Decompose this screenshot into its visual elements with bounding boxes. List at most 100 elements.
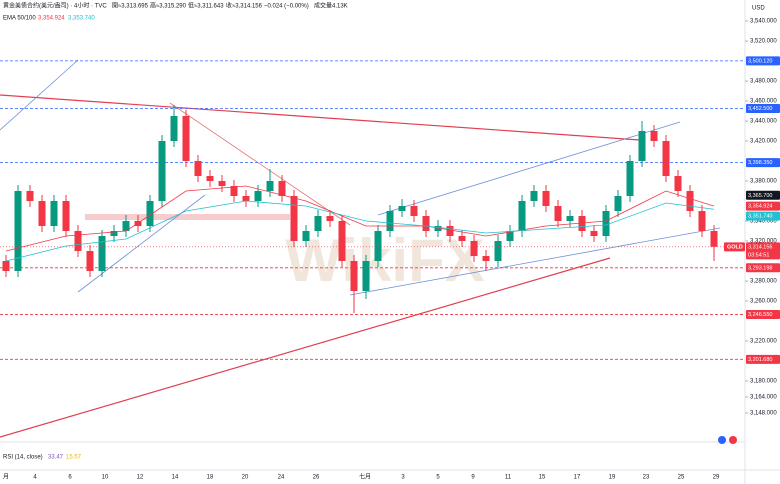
candle-body xyxy=(662,141,670,176)
price-tag xyxy=(746,158,780,168)
candle-body xyxy=(470,241,478,256)
candle-body xyxy=(626,161,634,196)
candle-body xyxy=(182,116,190,161)
x-tick-label: 26 xyxy=(313,475,320,481)
ema-line xyxy=(5,200,715,262)
candle-body xyxy=(218,181,226,186)
currency: USD xyxy=(752,6,765,12)
candle-body xyxy=(422,216,430,231)
x-tick-label: 6 xyxy=(68,475,72,481)
candle-body xyxy=(86,251,94,271)
y-tick-label: 3,540.000 xyxy=(750,19,777,25)
icon[interactable] xyxy=(729,436,737,444)
y-tick-label: 3,180.000 xyxy=(750,379,777,385)
candle-body xyxy=(650,131,658,141)
candle-body xyxy=(458,236,466,241)
ema-legend-value: 3,354.924 xyxy=(38,16,65,22)
candle-body xyxy=(26,191,34,201)
price-tag-label: 3,201.680 xyxy=(748,357,772,363)
y-tick-label: 3,220.000 xyxy=(750,339,777,345)
candle-body xyxy=(398,206,406,211)
price-tag-label: 3,351.740 xyxy=(748,214,772,220)
y-tick-label: 3,380.000 xyxy=(750,179,777,185)
candle-body xyxy=(710,231,718,247)
ema-legend-value: 3,353.740 xyxy=(68,16,95,22)
watermark: WikiFX xyxy=(285,227,484,294)
candle-body xyxy=(170,116,178,141)
candle-body xyxy=(374,231,382,261)
last-price-label: 3,314.156 xyxy=(748,244,772,250)
x-tick-label: 5 xyxy=(436,475,440,481)
y-tick-label: 3,280.000 xyxy=(750,279,777,285)
price-tag-label: 3,398.350 xyxy=(748,160,772,166)
candle-body xyxy=(578,216,586,231)
candle-body xyxy=(530,191,538,201)
candle-body xyxy=(110,231,118,236)
candle-body xyxy=(62,201,70,231)
x-tick-label: 19 xyxy=(609,475,616,481)
candle-body xyxy=(482,256,490,261)
y-tick-label: 3,460.000 xyxy=(750,99,777,105)
x-tick-label: 3 xyxy=(401,475,405,481)
y-tick-label: 3,260.000 xyxy=(750,299,777,305)
x-tick-label: 17 xyxy=(574,475,581,481)
symbol-tag xyxy=(724,242,745,252)
candle-body xyxy=(2,261,10,271)
y-tick-label: 3,320.000 xyxy=(750,239,777,245)
header-open: 開≈3,313.695 xyxy=(112,3,149,10)
candle-body xyxy=(638,131,646,161)
price-tag xyxy=(746,201,780,211)
header-low: 低≈3,311.643 xyxy=(188,2,224,10)
candle-body xyxy=(314,216,322,231)
candle-body xyxy=(554,206,562,221)
last-price-tag xyxy=(746,242,780,260)
header-volume: 成交量4.13K xyxy=(314,2,348,10)
candle-body xyxy=(230,186,238,196)
y-tick-label: 3,148.000 xyxy=(750,411,777,417)
rsi-legend-value: 15.57 xyxy=(66,455,82,461)
header-title: 黄金美债合约(美元/盎司) · 4小时 · TVC xyxy=(3,2,107,10)
symbol-tag-label: GOLD xyxy=(727,244,743,250)
candle-body xyxy=(242,196,250,201)
candle-body xyxy=(266,181,274,191)
candle-body xyxy=(350,261,358,291)
candle-body xyxy=(278,181,286,196)
x-tick-label: 29 xyxy=(713,475,720,481)
x-tick-label: 18 xyxy=(207,475,214,481)
candle-body xyxy=(338,221,346,261)
ema-legend: EMA 50/100 xyxy=(3,16,36,22)
candle-body xyxy=(446,226,454,236)
candle-body xyxy=(326,216,334,221)
header-close: 收≈3,314.156 xyxy=(226,2,263,10)
candle-body xyxy=(434,226,442,231)
candle-body xyxy=(698,211,706,231)
price-tag-label: 3,293.198 xyxy=(748,265,772,271)
price-tag-label: 3,365.700 xyxy=(748,193,772,199)
candle-body xyxy=(206,176,214,181)
candle-body xyxy=(518,201,526,231)
candle-body xyxy=(566,216,574,221)
candle-body xyxy=(158,141,166,201)
price-tag-label: 3,452.500 xyxy=(748,106,772,112)
zone xyxy=(85,214,290,220)
candle-body xyxy=(50,201,58,226)
candle-body xyxy=(686,191,694,211)
candle-body xyxy=(506,231,514,241)
candle-body xyxy=(302,231,310,241)
x-tick-label: 23 xyxy=(643,475,650,481)
price-tag xyxy=(746,190,780,200)
price-tag xyxy=(746,309,780,319)
x-tick-label: 11 xyxy=(505,475,512,481)
x-tick-label: 15 xyxy=(539,475,546,481)
icon[interactable] xyxy=(718,436,726,444)
candle-body xyxy=(674,176,682,191)
candle-body xyxy=(590,231,598,236)
candle-body xyxy=(194,161,202,176)
candle-body xyxy=(122,221,130,231)
candle-body xyxy=(38,201,46,226)
candle-body xyxy=(362,261,370,291)
price-tag xyxy=(746,263,780,273)
x-tick-label: 4 xyxy=(33,475,37,481)
y-tick-label: 3,440.000 xyxy=(750,119,777,125)
